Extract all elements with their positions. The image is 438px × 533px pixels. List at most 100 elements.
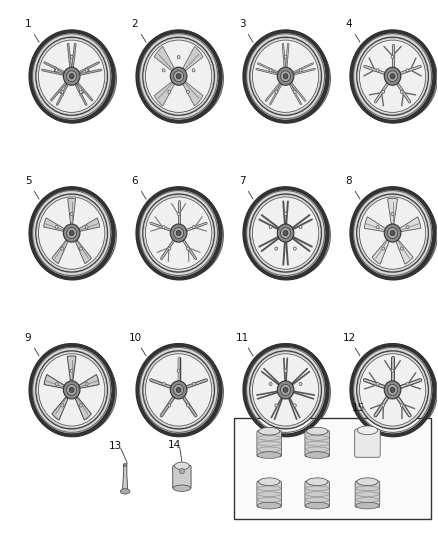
Ellipse shape <box>244 345 327 435</box>
Ellipse shape <box>39 354 105 426</box>
Wedge shape <box>79 375 99 389</box>
Ellipse shape <box>79 90 82 93</box>
Wedge shape <box>75 240 92 264</box>
Ellipse shape <box>357 194 428 272</box>
Ellipse shape <box>382 247 385 250</box>
Ellipse shape <box>293 247 296 250</box>
Ellipse shape <box>39 40 105 112</box>
Ellipse shape <box>137 31 220 122</box>
Ellipse shape <box>64 381 80 399</box>
Ellipse shape <box>384 381 401 399</box>
Ellipse shape <box>177 55 180 59</box>
Ellipse shape <box>252 40 319 112</box>
Ellipse shape <box>284 55 287 59</box>
Ellipse shape <box>168 90 171 93</box>
Ellipse shape <box>145 354 212 426</box>
Ellipse shape <box>400 247 403 250</box>
Ellipse shape <box>406 69 409 72</box>
Ellipse shape <box>170 224 187 242</box>
Ellipse shape <box>138 348 223 435</box>
Ellipse shape <box>140 349 223 435</box>
Ellipse shape <box>376 69 379 72</box>
Ellipse shape <box>138 191 223 278</box>
Ellipse shape <box>55 382 58 385</box>
Ellipse shape <box>192 69 195 72</box>
Ellipse shape <box>170 381 187 399</box>
Wedge shape <box>52 240 68 264</box>
Ellipse shape <box>281 228 290 238</box>
Ellipse shape <box>64 67 80 85</box>
Ellipse shape <box>30 31 113 122</box>
Ellipse shape <box>351 345 434 435</box>
Ellipse shape <box>359 354 426 426</box>
Ellipse shape <box>388 228 398 238</box>
Ellipse shape <box>359 40 426 112</box>
Ellipse shape <box>299 69 302 72</box>
Ellipse shape <box>269 69 272 72</box>
Text: 11: 11 <box>235 333 253 356</box>
Ellipse shape <box>258 452 281 458</box>
Ellipse shape <box>252 354 319 426</box>
Ellipse shape <box>55 225 58 229</box>
Ellipse shape <box>382 404 385 407</box>
Ellipse shape <box>176 74 181 79</box>
Text: 8: 8 <box>346 176 360 199</box>
Ellipse shape <box>252 197 319 269</box>
Ellipse shape <box>351 31 434 122</box>
Ellipse shape <box>162 69 165 72</box>
Ellipse shape <box>85 382 88 385</box>
Ellipse shape <box>85 225 88 229</box>
Wedge shape <box>67 356 76 380</box>
Wedge shape <box>68 198 76 223</box>
Wedge shape <box>75 397 91 420</box>
Ellipse shape <box>162 225 165 229</box>
Ellipse shape <box>145 197 212 269</box>
FancyBboxPatch shape <box>305 481 329 507</box>
FancyBboxPatch shape <box>257 481 282 507</box>
Ellipse shape <box>352 348 437 435</box>
Ellipse shape <box>258 502 281 509</box>
Ellipse shape <box>406 225 409 229</box>
Ellipse shape <box>277 67 294 85</box>
Wedge shape <box>154 46 175 71</box>
Ellipse shape <box>187 404 189 407</box>
Ellipse shape <box>143 351 214 429</box>
Ellipse shape <box>168 247 171 250</box>
Ellipse shape <box>30 345 113 435</box>
Ellipse shape <box>173 485 191 491</box>
Text: 9: 9 <box>25 333 39 356</box>
Ellipse shape <box>277 381 294 399</box>
Ellipse shape <box>376 225 379 229</box>
Ellipse shape <box>245 348 329 435</box>
Ellipse shape <box>390 387 395 393</box>
Ellipse shape <box>31 348 116 435</box>
Ellipse shape <box>352 34 437 122</box>
Ellipse shape <box>36 351 107 429</box>
Ellipse shape <box>244 31 327 122</box>
Ellipse shape <box>85 69 88 72</box>
FancyBboxPatch shape <box>355 429 380 457</box>
Ellipse shape <box>61 90 64 93</box>
Ellipse shape <box>400 404 403 407</box>
Ellipse shape <box>137 188 220 278</box>
Bar <box>234 418 431 519</box>
Ellipse shape <box>64 224 80 242</box>
Ellipse shape <box>245 34 329 122</box>
Ellipse shape <box>69 387 74 393</box>
Ellipse shape <box>79 247 82 250</box>
Ellipse shape <box>179 469 184 474</box>
Text: 4: 4 <box>346 19 360 42</box>
Ellipse shape <box>356 502 379 509</box>
Text: 6: 6 <box>132 176 146 199</box>
Ellipse shape <box>384 67 401 85</box>
Ellipse shape <box>351 188 434 278</box>
Ellipse shape <box>162 382 165 385</box>
Ellipse shape <box>305 452 329 458</box>
Wedge shape <box>44 218 64 231</box>
Ellipse shape <box>55 69 58 72</box>
Ellipse shape <box>277 224 294 242</box>
Wedge shape <box>396 239 413 264</box>
Ellipse shape <box>61 404 64 407</box>
Ellipse shape <box>391 369 394 372</box>
Ellipse shape <box>39 197 105 269</box>
